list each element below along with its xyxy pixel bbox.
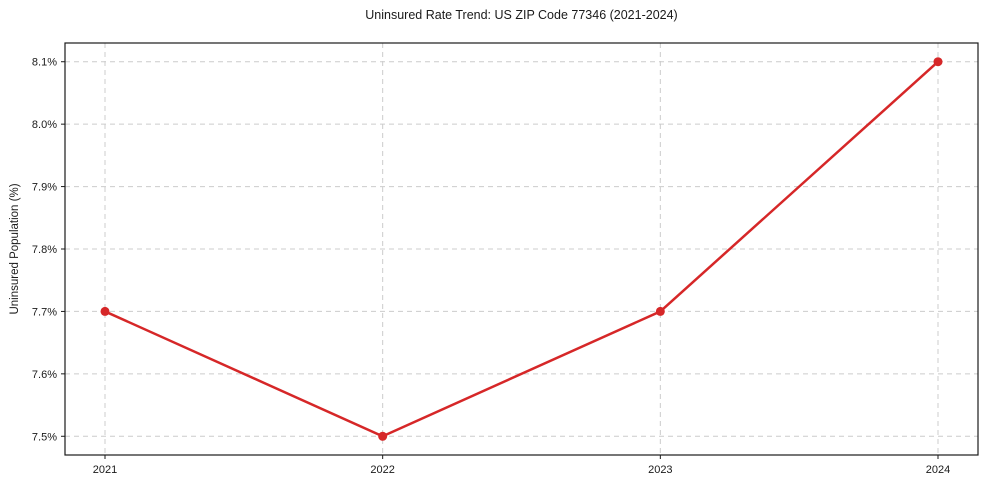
x-tick-label: 2023 bbox=[648, 464, 672, 476]
y-tick-label: 8.1% bbox=[32, 57, 57, 69]
y-axis-label: Uninsured Population (%) bbox=[9, 183, 21, 315]
y-tick-label: 7.8% bbox=[32, 244, 57, 256]
data-point bbox=[378, 431, 388, 441]
x-tick-label: 2021 bbox=[93, 464, 117, 476]
data-point bbox=[933, 57, 943, 67]
y-tick-label: 7.6% bbox=[32, 369, 57, 381]
plot-frame bbox=[64, 42, 979, 456]
y-tick-label: 8.0% bbox=[32, 119, 57, 131]
x-tick-label: 2022 bbox=[370, 464, 394, 476]
trend-line bbox=[103, 60, 940, 438]
y-tick-label: 7.5% bbox=[32, 431, 57, 443]
x-tick-label: 2024 bbox=[926, 464, 950, 476]
data-point bbox=[100, 306, 110, 316]
y-tick-label: 7.7% bbox=[32, 306, 57, 318]
chart-title: Uninsured Rate Trend: US ZIP Code 77346 … bbox=[365, 8, 678, 22]
data-point bbox=[655, 306, 665, 316]
y-tick-label: 7.9% bbox=[32, 182, 57, 194]
